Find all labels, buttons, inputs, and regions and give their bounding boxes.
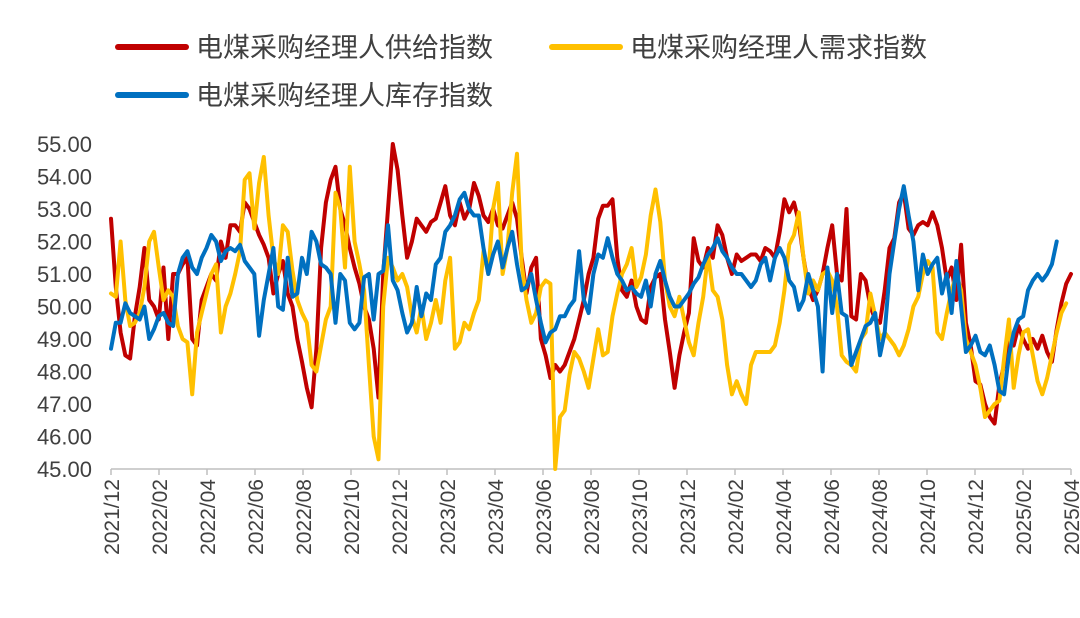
- y-axis: 45.00 46.00 47.00 48.00 49.00 50.00 51.00 52.00…: [37, 132, 92, 482]
- y-tick-label: 51.00: [37, 262, 92, 287]
- legend-label-supply: 电煤采购经理人供给指数: [196, 33, 493, 64]
- y-tick-label: 55.00: [37, 132, 92, 157]
- legend: 电煤采购经理人供给指数 电煤采购经理人需求指数 电煤采购经理人库存指数: [115, 33, 927, 112]
- x-tick-label: 2022/08: [293, 479, 316, 555]
- series-line-demand[interactable]: [109, 151, 1069, 471]
- x-tick-label: 2024/08: [869, 479, 892, 555]
- legend-label-demand: 电煤采购经理人需求指数: [630, 33, 927, 64]
- plot-area: [109, 142, 1073, 471]
- x-tick-label: 2023/10: [629, 479, 652, 555]
- legend-item-supply[interactable]: 电煤采购经理人供给指数: [115, 33, 493, 64]
- x-tick-label: 2025/02: [1013, 479, 1036, 555]
- x-tick-label: 2024/12: [965, 479, 988, 555]
- x-tick-label: 2024/06: [821, 479, 844, 555]
- legend-label-inventory: 电煤采购经理人库存指数: [196, 81, 493, 112]
- legend-item-demand[interactable]: 电煤采购经理人需求指数: [549, 33, 927, 64]
- y-tick-label: 47.00: [37, 392, 92, 417]
- x-tick-label: 2022/04: [197, 479, 220, 555]
- legend-item-inventory[interactable]: 电煤采购经理人库存指数: [115, 81, 493, 112]
- y-tick-label: 50.00: [37, 295, 92, 320]
- x-tick-label: 2022/06: [245, 479, 268, 555]
- x-tick-label: 2024/02: [725, 479, 748, 555]
- x-tick-label: 2025/04: [1061, 479, 1080, 555]
- x-tick-label: 2022/02: [149, 479, 172, 555]
- x-tick-label: 2024/04: [773, 479, 796, 555]
- series-line-inventory[interactable]: [109, 184, 1059, 397]
- x-axis: 2021/12 2022/02 2022/04 2022/06 2022/08 2022/…: [101, 468, 1080, 555]
- y-tick-label: 45.00: [37, 457, 92, 482]
- y-tick-label: 53.00: [37, 197, 92, 222]
- y-tick-label: 54.00: [37, 165, 92, 190]
- x-tick-label: 2023/04: [485, 479, 508, 555]
- x-tick-label: 2023/06: [533, 479, 556, 555]
- x-tick-label: 2021/12: [101, 479, 124, 555]
- y-tick-label: 48.00: [37, 360, 92, 385]
- x-tick-label: 2023/08: [581, 479, 604, 555]
- x-tick-label: 2023/02: [437, 479, 460, 555]
- y-tick-label: 49.00: [37, 327, 92, 352]
- x-tick-label: 2023/12: [677, 479, 700, 555]
- y-tick-label: 52.00: [37, 230, 92, 255]
- x-tick-label: 2022/10: [341, 479, 364, 555]
- x-tick-label: 2022/12: [389, 479, 412, 555]
- y-tick-label: 46.00: [37, 425, 92, 450]
- x-tick-label: 2024/10: [917, 479, 940, 555]
